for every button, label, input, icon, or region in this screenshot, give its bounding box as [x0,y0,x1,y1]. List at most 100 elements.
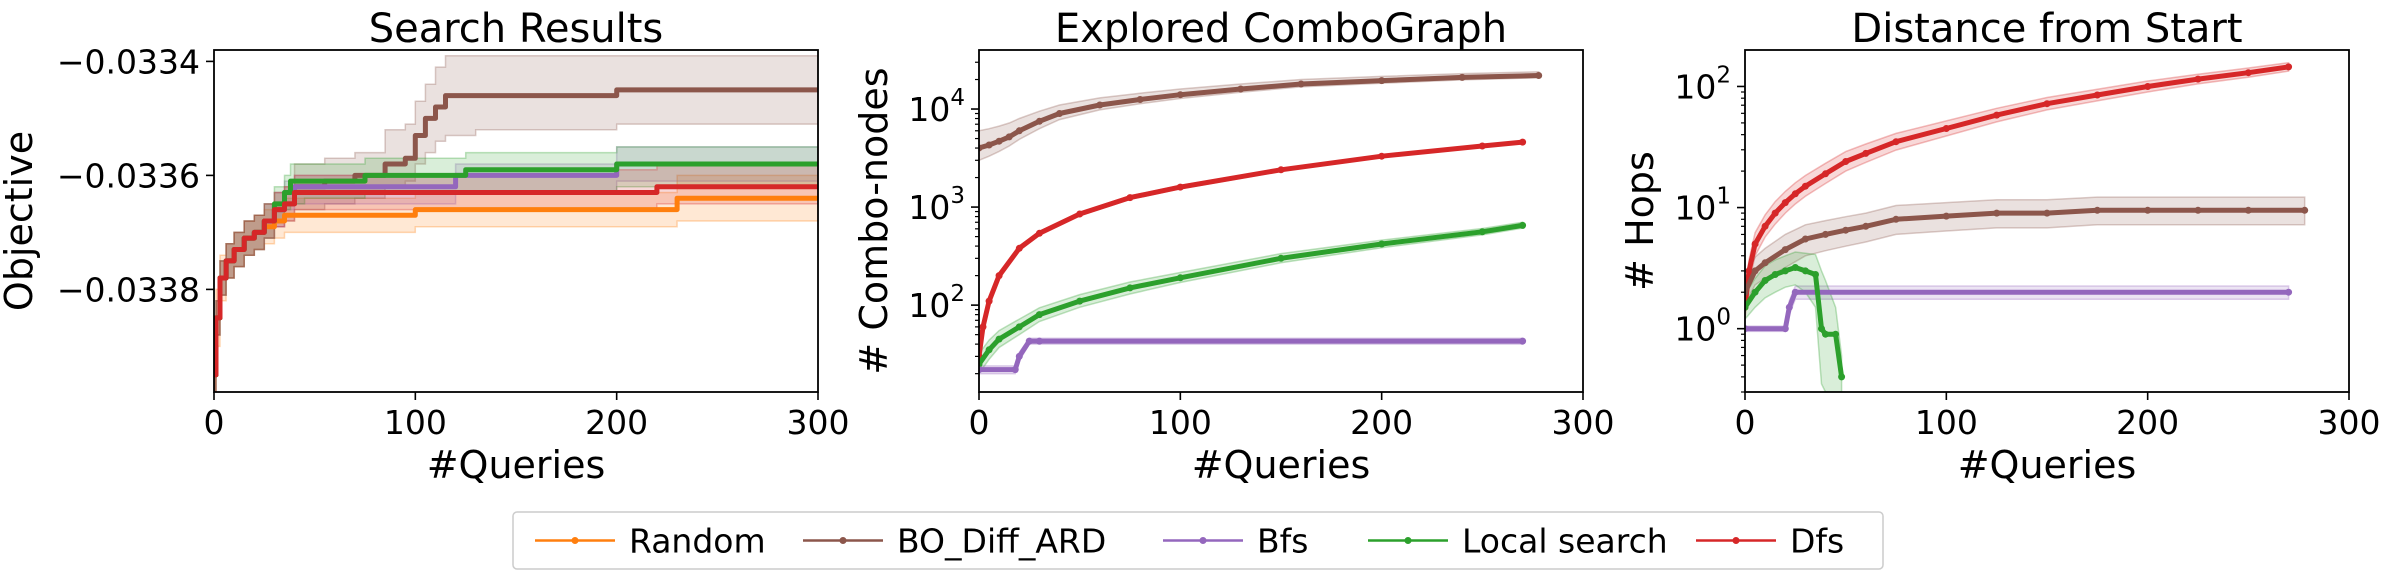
x-axis-label: #Queries [427,443,606,487]
point-dfs [1035,229,1043,237]
y-axis-label: Objective [0,131,41,311]
point-bo-diff-ard [1035,117,1043,125]
point-bo-diff-ard [985,141,993,149]
point-dfs [1822,170,1829,178]
point-dfs [1993,111,2001,119]
y-tick-label: 104 [908,85,965,129]
band-bfs [214,146,818,392]
x-tick-label: 300 [787,403,850,442]
legend-label: Bfs [1257,522,1308,561]
plot-area [1745,61,2309,392]
point-bo-diff-ard [1781,246,1789,254]
point-bo-diff-ard [1862,222,1870,230]
point-local-search [1751,288,1759,296]
point-dfs [1076,210,1084,218]
point-bo-diff-ard [1096,101,1104,109]
point-bfs [1791,288,1799,296]
point-bo-diff-ard [1056,110,1063,117]
point-bo-diff-ard [1942,212,1950,220]
plot-area [979,71,1543,376]
point-local-search [1277,254,1285,262]
point-local-search [1832,330,1840,338]
y-axis-label: # Hops [1618,151,1662,291]
point-local-search [1519,221,1527,229]
panel-distance-from-start: 0 100 200 300 100 101 102 Distance from Start #Q… [1618,6,2381,487]
series-line-bo-diff-ard [979,73,1539,151]
legend-marker [1199,537,1207,544]
point-bfs [1025,337,1033,345]
chart-title: Distance from Start [1851,6,2242,52]
point-local-search [1838,373,1846,381]
point-bo-diff-ard [1993,209,2001,217]
point-local-search [1015,323,1023,331]
series-line-dfs [1745,64,2289,308]
point-dfs [2093,91,2101,99]
x-axis-label: #Queries [1192,443,1371,487]
x-tick-label: 0 [969,403,990,442]
x-tick-label: 300 [1552,403,1615,442]
point-dfs [1277,166,1285,174]
point-bo-diff-ard [1761,259,1769,267]
point-bo-diff-ard [1458,73,1466,81]
point-local-search [1818,325,1825,333]
point-local-search [1801,267,1809,275]
point-dfs [1745,267,1753,275]
panel-explored-combograph: 0 100 200 300 102 103 104 Explored ComboGraph #Q… [852,6,1615,487]
point-bo-diff-ard [2301,206,2309,214]
point-local-search [995,335,1003,343]
point-bfs [1035,337,1043,345]
legend-label: Random [629,522,766,561]
x-axis-label: #Queries [1958,443,2137,487]
legend-item-bfs: Bfs [1163,522,1308,561]
panel-search-results: 0 100 200 300 −0.0338 −0.0336 −0.0334 Search Re… [0,6,850,487]
point-bo-diff-ard [2194,206,2202,214]
point-bo-diff-ard [1751,267,1759,275]
point-bo-diff-ard [1842,226,1850,234]
point-dfs [985,297,993,305]
point-dfs [1751,240,1759,248]
point-dfs [2144,83,2152,90]
legend-marker [571,537,579,544]
point-local-search [1761,277,1769,284]
point-bo-diff-ard [1378,77,1386,85]
x-tick-label: 200 [585,403,648,442]
axes-frame [213,49,819,393]
point-bo-diff-ard [1297,80,1305,88]
legend-item-bo-diff-ard: BO_Diff_ARD [803,522,1106,561]
point-dfs [1478,142,1486,150]
band-local-search [214,146,818,392]
series-line-bfs [979,338,1523,373]
x-tick-label: 200 [2116,403,2179,442]
point-local-search [1781,267,1789,275]
x-tick-label: 100 [1915,403,1978,442]
point-bo-diff-ard [1005,133,1013,141]
legend-item-local-search: Local search [1368,522,1668,561]
y-tick-label: 102 [908,281,965,325]
point-dfs [1942,125,1950,132]
x-tick-label: 0 [1735,403,1756,442]
band-dfs [1745,61,2290,320]
point-local-search [1791,264,1799,271]
y-tick-label: −0.0336 [57,156,200,195]
y-axis-label: # Combo-nodes [852,67,896,374]
point-bo-diff-ard [2093,206,2101,214]
point-dfs [1892,138,1900,146]
point-dfs [1761,222,1769,230]
x-tick-label: 100 [1149,403,1212,442]
point-dfs [1842,158,1850,165]
axes-frame [978,49,1584,393]
point-bo-diff-ard [2244,206,2252,214]
point-bfs [1011,366,1019,374]
point-bo-diff-ard [1892,215,1900,223]
x-tick-label: 0 [204,403,225,442]
legend-item-dfs: Dfs [1696,522,1844,561]
point-local-search [1812,271,1819,278]
point-local-search [1126,284,1134,292]
point-local-search [1378,240,1386,248]
point-local-search [1771,271,1779,278]
legend-label: Local search [1462,522,1668,561]
point-bo-diff-ard [1015,127,1023,135]
legend-label: BO_Diff_ARD [897,522,1106,561]
point-bo-diff-ard [1822,230,1829,238]
